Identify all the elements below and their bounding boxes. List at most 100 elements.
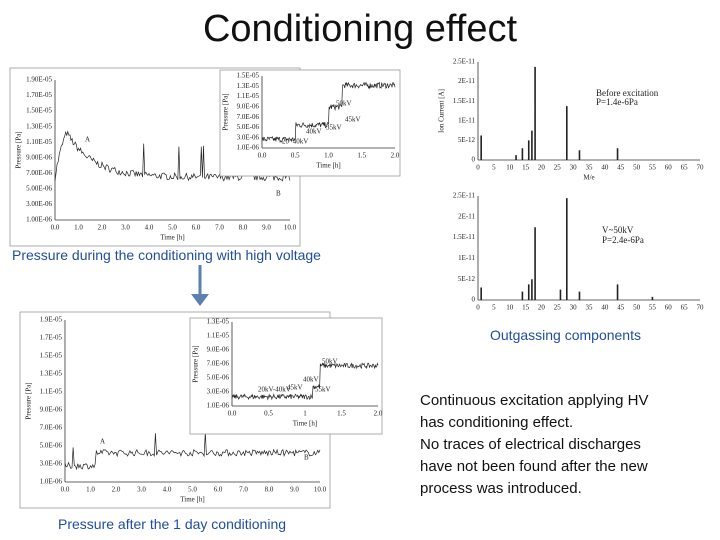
y-tick-label: 9.0E-06 xyxy=(237,102,260,110)
y-tick-label: 1.30E-05 xyxy=(26,122,52,130)
x-tick-label: 3.0 xyxy=(121,224,130,232)
x-tick-label: 40 xyxy=(601,304,609,312)
x-tick-label: 50 xyxy=(633,164,641,172)
x-tick-label: 7.0 xyxy=(239,486,248,494)
spectrum-peaks xyxy=(480,198,654,300)
y-tick-label: 0 xyxy=(472,296,476,304)
x-tick-label: 30 xyxy=(570,164,578,172)
text-line: have not been found after the new xyxy=(420,458,648,475)
y-tick-label: 1.50E-05 xyxy=(26,107,52,115)
annotation: B xyxy=(276,190,281,198)
x-tick-label: 60 xyxy=(665,164,673,172)
x-tick-label: 6.0 xyxy=(192,224,201,232)
y-tick-label: 1.10E-05 xyxy=(26,138,52,146)
y-tick-label: 2E-11 xyxy=(458,77,475,85)
x-tick-label: 10 xyxy=(506,304,514,312)
x-tick-label: 35 xyxy=(586,304,594,312)
text-line: Continuous excitation applying HV xyxy=(420,392,649,409)
x-tick-label: 0.0 xyxy=(51,224,60,232)
y-tick-label: 1.7E-05 xyxy=(40,334,63,342)
annotation: P=2.4e-6Pa xyxy=(602,235,644,245)
annotation: A xyxy=(100,438,105,446)
x-tick-label: 1.0 xyxy=(324,152,333,160)
y-tick-label: 1.9E-05 xyxy=(40,316,63,324)
y-tick-label: 3.0E-06 xyxy=(207,388,230,396)
y-tick-label: 1.1E-05 xyxy=(40,388,63,396)
x-tick-label: 8.0 xyxy=(265,486,274,494)
x-tick-label: 2.0 xyxy=(112,486,121,494)
y-tick-label: 5.0E-06 xyxy=(207,374,230,382)
x-tick-label: 9.0 xyxy=(262,224,271,232)
x-axis-label: M/e xyxy=(583,174,594,182)
x-tick-label: 5.0 xyxy=(188,486,197,494)
y-axis-label: Pressure [Pa] xyxy=(15,131,23,168)
conclusion: Continuous excitation applying HV has co… xyxy=(420,390,648,500)
x-tick-label: 25 xyxy=(554,304,562,312)
x-tick-label: 0.5 xyxy=(264,410,273,418)
x-tick-label: 20 xyxy=(538,164,546,172)
annotation: 20kV-40kV xyxy=(258,386,291,394)
annotation: 55kV xyxy=(315,386,331,394)
x-tick-label: 8.0 xyxy=(239,224,248,232)
x-tick-label: 1.0 xyxy=(74,224,83,232)
x-tick-label: 3.0 xyxy=(137,486,146,494)
y-axis-label: Ion Current [A] xyxy=(438,89,446,133)
pressure-trace xyxy=(64,432,321,471)
x-tick-label: 1 xyxy=(303,410,307,418)
x-tick-label: 30 xyxy=(570,304,578,312)
annotation: 20~40kV xyxy=(282,138,308,146)
caption: Pressure during the conditioning with hi… xyxy=(12,247,321,263)
y-tick-label: 1.90E-05 xyxy=(26,76,52,84)
pressure-trace xyxy=(231,362,379,401)
y-tick-label: 5.0E-06 xyxy=(237,123,260,131)
x-tick-label: 5 xyxy=(492,164,496,172)
y-tick-label: 5.00E-06 xyxy=(26,184,52,192)
y-tick-label: 3.00E-06 xyxy=(26,200,52,208)
x-tick-label: 45 xyxy=(617,164,625,172)
x-tick-label: 9.0 xyxy=(290,486,299,494)
annotation: 35kV xyxy=(326,124,342,132)
y-axis-label: Pressure [Pa] xyxy=(25,382,33,419)
y-tick-label: 1E-11 xyxy=(458,254,475,262)
y-tick-label: 1.5E-11 xyxy=(453,233,476,241)
y-tick-label: 1.1E-05 xyxy=(207,332,230,340)
annotation: 45kV xyxy=(345,116,361,124)
caption: Pressure after the 1 day conditioning xyxy=(58,516,287,532)
text-line: process was introduced. xyxy=(420,480,582,497)
x-tick-label: 7.0 xyxy=(215,224,224,232)
y-tick-label: 5E-12 xyxy=(458,136,476,144)
x-tick-label: 10 xyxy=(506,164,514,172)
y-tick-label: 9.0E-06 xyxy=(40,406,63,414)
y-tick-label: 3.0E-06 xyxy=(40,460,63,468)
x-tick-label: 65 xyxy=(681,164,689,172)
y-tick-label: 1.1E-05 xyxy=(237,92,260,100)
pressure-trace xyxy=(262,81,396,144)
y-tick-label: 5E-12 xyxy=(458,275,476,283)
x-tick-label: 70 xyxy=(697,304,705,312)
x-tick-label: 15 xyxy=(522,164,530,172)
x-tick-label: 0 xyxy=(476,304,480,312)
x-tick-label: 10.0 xyxy=(314,486,327,494)
caption: Outgassing components xyxy=(490,327,641,343)
annotation: 50kV xyxy=(322,358,338,366)
x-axis-label: Time [h] xyxy=(293,420,317,428)
y-tick-label: 1.70E-05 xyxy=(26,91,52,99)
x-tick-label: 0.0 xyxy=(228,410,237,418)
y-tick-label: 1.5E-05 xyxy=(40,352,63,360)
x-axis-label: Time [h] xyxy=(180,496,204,504)
x-tick-label: 2.0 xyxy=(391,152,400,160)
y-tick-label: 2.5E-11 xyxy=(453,58,476,66)
x-tick-label: 50 xyxy=(633,304,641,312)
x-tick-label: 10.0 xyxy=(284,224,297,232)
annotation: A xyxy=(85,136,90,144)
y-tick-label: 1.3E-05 xyxy=(237,82,260,90)
x-tick-label: 2.0 xyxy=(98,224,107,232)
y-tick-label: 1.00E-06 xyxy=(26,216,52,224)
x-tick-label: 1.5 xyxy=(357,152,366,160)
x-tick-label: 40 xyxy=(601,164,609,172)
x-tick-label: 1.0 xyxy=(86,486,95,494)
x-tick-label: 1.5 xyxy=(337,410,346,418)
text-line: has conditioning effect. xyxy=(420,414,574,431)
x-tick-label: 15 xyxy=(522,304,530,312)
y-tick-label: 1.0E-06 xyxy=(237,144,260,152)
